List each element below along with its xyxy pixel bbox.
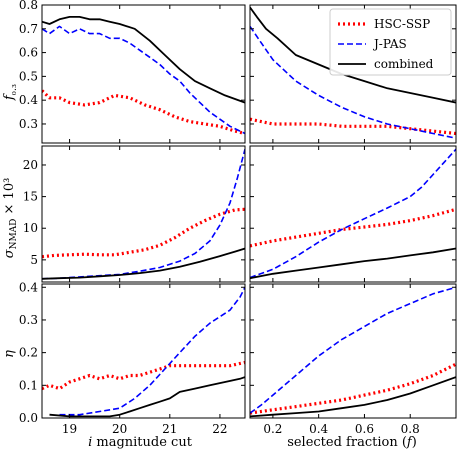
legend-label-j-pas: J-PAS xyxy=(372,37,407,51)
x-label-i-magnitude-cut: i magnitude cut xyxy=(88,435,193,450)
y-tick-label: 20 xyxy=(23,158,38,172)
panel-frame xyxy=(41,4,246,144)
panel-r2-c0: 0.0 0.1 0.2 0.3 0.4 19 20 21 22 xyxy=(19,280,246,436)
legend-label-combined: combined xyxy=(374,57,434,71)
panel-r0-c1 xyxy=(249,4,457,144)
series-line-hsc-ssp xyxy=(250,362,456,415)
series-group xyxy=(42,286,245,418)
y-tick-label: 0.3 xyxy=(19,117,38,131)
y-label-sigma-nmad: σNMAD × 10³ xyxy=(2,178,19,259)
y-tick-label: 0.4 xyxy=(19,280,38,294)
x-axis-labels: i magnitude cut selected fraction (f) xyxy=(88,435,417,450)
panel-frame xyxy=(41,283,246,419)
series-line-combined xyxy=(49,376,245,418)
series-line-j-pas xyxy=(250,286,456,414)
y-tick-label: 15 xyxy=(23,190,38,204)
panel-frame xyxy=(249,4,457,144)
series-group xyxy=(250,148,456,280)
y-tick-label: 0.7 xyxy=(19,22,38,36)
legend-label-hsc-ssp: HSC-SSP xyxy=(374,17,430,31)
y-tick-label: 0.1 xyxy=(19,378,38,392)
series-line-j-pas xyxy=(250,148,456,279)
y-tick-label: 0.8 xyxy=(19,0,38,12)
series-line-hsc-ssp xyxy=(42,360,245,391)
x-tick-label: 0.8 xyxy=(401,422,420,436)
series-line-j-pas xyxy=(42,148,245,280)
x-tick-label: 22 xyxy=(212,422,227,436)
series-line-combined xyxy=(42,247,245,280)
panel-frame xyxy=(249,283,457,419)
y-tick-label: 0.6 xyxy=(19,46,38,60)
legend: HSC-SSP J-PAS combined xyxy=(329,8,452,76)
panel-frame xyxy=(249,145,457,283)
panel-r2-c1: 0.2 0.4 0.6 0.8 xyxy=(249,283,457,436)
panel-r0-c0: 0.3 0.4 0.5 0.6 0.7 0.8 xyxy=(19,0,246,144)
panel-r1-c1 xyxy=(249,145,457,283)
x-tick-label: 19 xyxy=(62,422,77,436)
series-line-combined xyxy=(42,15,245,104)
panel-frame xyxy=(41,145,246,283)
series-line-j-pas xyxy=(42,25,245,135)
y-axis-labels: f₀.₃ σNMAD × 10³ η xyxy=(2,84,19,358)
y-tick-label: 0.5 xyxy=(19,69,38,83)
y-tick-label: 0.2 xyxy=(19,346,38,360)
series-line-combined xyxy=(250,247,456,280)
y-label-eta: η xyxy=(2,350,17,358)
series-group xyxy=(42,15,245,136)
x-label-selected-fraction: selected fraction (f) xyxy=(287,435,417,450)
y-tick-label: 0.3 xyxy=(19,313,38,327)
series-line-hsc-ssp xyxy=(42,207,245,259)
x-tick-label: 20 xyxy=(112,422,127,436)
series-line-combined xyxy=(250,376,456,418)
y-tick-label: 0.0 xyxy=(19,411,38,425)
y-tick-label: 0.4 xyxy=(19,93,38,107)
legend-box xyxy=(329,8,452,76)
series-line-hsc-ssp xyxy=(42,89,245,136)
y-tick-label: 5 xyxy=(30,253,38,267)
y-label-f03: f₀.₃ xyxy=(2,84,19,101)
x-tick-label: 0.4 xyxy=(309,422,328,436)
series-line-hsc-ssp xyxy=(250,207,456,248)
panel-r1-c0: 5 10 15 20 xyxy=(23,145,246,283)
x-tick-label: 0.6 xyxy=(355,422,374,436)
x-tick-label: 0.2 xyxy=(263,422,282,436)
y-tick-label: 10 xyxy=(23,221,38,235)
series-group xyxy=(42,148,245,280)
series-line-j-pas xyxy=(59,286,245,416)
x-tick-label: 21 xyxy=(162,422,177,436)
series-group xyxy=(250,286,456,418)
panels: 0.3 0.4 0.5 0.6 0.7 0.8 5 10 15 20 0.0 0.1 0.2 0.3 0.4… xyxy=(19,0,457,436)
